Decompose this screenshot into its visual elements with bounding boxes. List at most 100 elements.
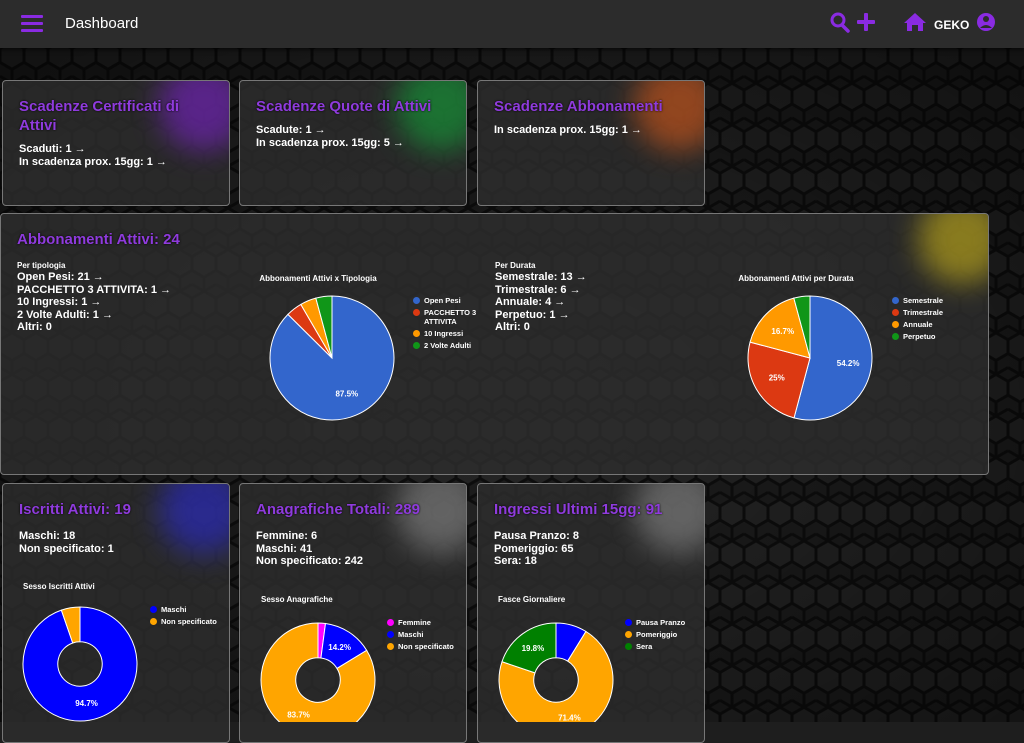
legend: Semestrale Trimestrale Annuale Perpetuo — [892, 296, 962, 341]
legend-label: Non specificato — [161, 617, 217, 626]
legend: Pausa Pranzo Pomeriggio Sera — [625, 618, 695, 651]
legend-item: Open Pesi — [413, 296, 483, 305]
legend-dot — [892, 333, 899, 340]
legend-dot — [413, 297, 420, 304]
legend-item: Non specificato — [387, 642, 457, 651]
stat-link: Sera: 18 — [494, 555, 537, 567]
legend-dot — [892, 297, 899, 304]
chart-title: Fasce Giornaliere — [498, 595, 566, 604]
stat-link: Scaduti: 1 → — [19, 143, 86, 155]
legend-dot — [413, 342, 420, 349]
chart-title: Abbonamenti Attivi x Tipologia — [259, 274, 377, 283]
slice-label: 54.2% — [837, 359, 860, 368]
stat-link: Femmine: 6 — [256, 530, 318, 542]
legend-label: 10 Ingressi — [424, 329, 464, 338]
card-section: Pausa Pranzo: 8 Pomeriggio: 65 Sera: 18 — [494, 530, 579, 568]
legend-item: Perpetuo — [892, 332, 962, 341]
card-title: Ingressi Ultimi 15gg: 91 — [494, 501, 663, 518]
legend-item: Semestrale — [892, 296, 962, 305]
card-section: In scadenza prox. 15gg: 1 → — [494, 124, 642, 137]
card-title: Scadenze Quote di Attivi — [256, 98, 432, 115]
slice — [501, 622, 557, 674]
stat-link: Non specificato: 242 — [256, 555, 363, 567]
slice-label: 87.5% — [335, 389, 358, 398]
legend-label: Maschi — [398, 630, 424, 639]
slice — [498, 630, 614, 722]
card-title: Anagrafiche Totali: 289 — [256, 501, 420, 518]
legend-dot — [387, 631, 394, 638]
legend-dot — [892, 309, 899, 316]
stat-link: Maschi: 18 — [19, 530, 76, 542]
stat-link: Trimestrale: 6 → — [495, 283, 581, 296]
legend-label: 2 Volte Adulti — [424, 341, 472, 350]
stat-link: Altri: 0 — [495, 321, 530, 333]
legend-item: Maschi — [150, 605, 220, 614]
card-title: Iscritti Attivi: 19 — [19, 501, 131, 518]
stat-link: Semestrale: 13 → — [495, 271, 587, 283]
legend-dot — [150, 618, 157, 625]
legend-label: Annuale — [903, 320, 933, 329]
top-bar: Dashboard GEKO — [0, 0, 1024, 48]
stat-link: Annuale: 4 → — [495, 296, 566, 308]
card: Scadenze Certificati di Attivi Scaduti: 1… — [2, 80, 230, 206]
stat-link: 10 Ingressi: 1 → — [17, 296, 102, 308]
stat-link: In scadenza prox. 15gg: 1 → — [19, 155, 167, 168]
chart-title: Sesso Anagrafiche — [261, 595, 333, 604]
legend-dot — [387, 619, 394, 626]
toolbar-icons — [21, 12, 995, 33]
card-section: Per tipologia Open Pesi: 21 → PACCHETTO 3 … — [17, 260, 171, 334]
legend-label: Pausa Pranzo — [636, 618, 686, 627]
slice — [260, 622, 376, 722]
legend-item: 10 Ingressi — [413, 329, 483, 338]
legend-dot — [625, 619, 632, 626]
card-section: Maschi: 18 Non specificato: 1 — [19, 530, 114, 555]
legend-dot — [892, 321, 899, 328]
legend-item: 2 Volte Adulti — [413, 341, 483, 350]
legend-label: PACCHETTO 3 ATTIVITA — [424, 308, 477, 326]
slice — [747, 341, 811, 419]
legend-item: Maschi — [387, 630, 457, 639]
card-section: Femmine: 6 Maschi: 41 Non specificato: 242 — [256, 530, 363, 568]
legend-dot — [413, 309, 420, 316]
stat-link: Pausa Pranzo: 8 — [494, 530, 579, 542]
chart-title: Abbonamenti Attivi per Durata — [738, 274, 854, 283]
legend-label: Femmine — [398, 618, 431, 627]
section-heading: Per Durata — [495, 261, 536, 270]
legend: Open Pesi PACCHETTO 3 ATTIVITA 10 Ingressi… — [413, 296, 483, 350]
chart-title: Sesso Iscritti Attivi — [23, 582, 95, 591]
menu-button[interactable] — [21, 15, 43, 32]
legend-label: Open Pesi — [424, 296, 461, 305]
legend-item: Pausa Pranzo — [625, 618, 695, 627]
stat-link: In scadenza prox. 15gg: 5 → — [256, 136, 404, 149]
card-section: Scadute: 1 → In scadenza prox. 15gg: 5 → — [256, 124, 404, 149]
legend-label: Pomeriggio — [636, 630, 678, 639]
legend-dot — [625, 643, 632, 650]
legend-label: Non specificato — [398, 642, 454, 651]
legend-dot — [625, 631, 632, 638]
user-name[interactable]: GEKO — [934, 18, 970, 32]
legend: Femmine Maschi Non specificato — [387, 618, 457, 651]
legend-item: PACCHETTO 3 ATTIVITA — [413, 308, 483, 326]
legend: Maschi Non specificato — [150, 605, 220, 626]
add-button[interactable] — [857, 13, 875, 31]
slice-label: 16.7% — [771, 327, 794, 336]
slice — [60, 606, 81, 644]
stat-link: Maschi: 41 — [256, 542, 313, 555]
slice — [793, 295, 811, 359]
stat-link: PACCHETTO 3 ATTIVITA: 1 → — [17, 283, 172, 296]
legend-item: Trimestrale — [892, 308, 962, 317]
search-button[interactable] — [830, 12, 850, 33]
slice — [22, 606, 138, 722]
stat-link: Pomeriggio: 65 — [494, 542, 574, 555]
legend-item: Non specificato — [150, 617, 220, 626]
slice-label: 94.7% — [75, 699, 98, 708]
account-button[interactable] — [977, 13, 995, 31]
legend-item: Annuale — [892, 320, 962, 329]
charts: Abbonamenti Attivi x Tipologia 87.5% Abbon… — [22, 274, 873, 722]
page-title: Dashboard — [65, 15, 139, 32]
stat-link: Scadute: 1 → — [256, 124, 326, 136]
home-button[interactable] — [904, 13, 926, 31]
stat-link: In scadenza prox. 15gg: 1 → — [494, 124, 642, 136]
slice-label: 14.2% — [328, 643, 351, 652]
